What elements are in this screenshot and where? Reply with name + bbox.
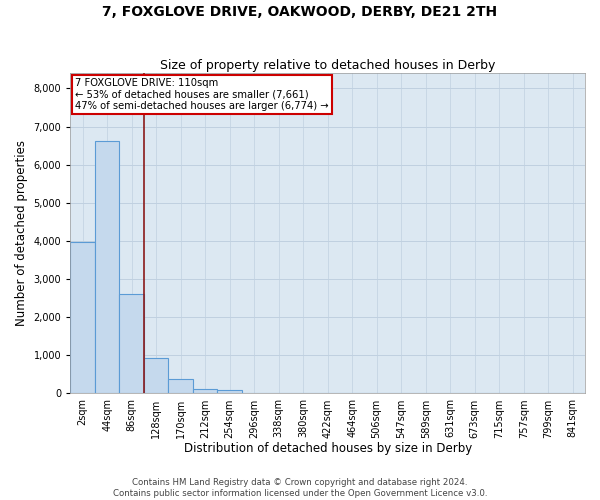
Text: Contains HM Land Registry data © Crown copyright and database right 2024.
Contai: Contains HM Land Registry data © Crown c… xyxy=(113,478,487,498)
Bar xyxy=(144,358,169,394)
Y-axis label: Number of detached properties: Number of detached properties xyxy=(15,140,28,326)
Bar xyxy=(169,379,193,394)
Text: 7 FOXGLOVE DRIVE: 110sqm
← 53% of detached houses are smaller (7,661)
47% of sem: 7 FOXGLOVE DRIVE: 110sqm ← 53% of detach… xyxy=(76,78,329,111)
Bar xyxy=(70,242,95,394)
Bar xyxy=(95,141,119,394)
X-axis label: Distribution of detached houses by size in Derby: Distribution of detached houses by size … xyxy=(184,442,472,455)
Bar xyxy=(217,390,242,394)
Bar xyxy=(119,294,144,394)
Text: 7, FOXGLOVE DRIVE, OAKWOOD, DERBY, DE21 2TH: 7, FOXGLOVE DRIVE, OAKWOOD, DERBY, DE21 … xyxy=(103,5,497,19)
Title: Size of property relative to detached houses in Derby: Size of property relative to detached ho… xyxy=(160,59,496,72)
Bar xyxy=(193,388,217,394)
